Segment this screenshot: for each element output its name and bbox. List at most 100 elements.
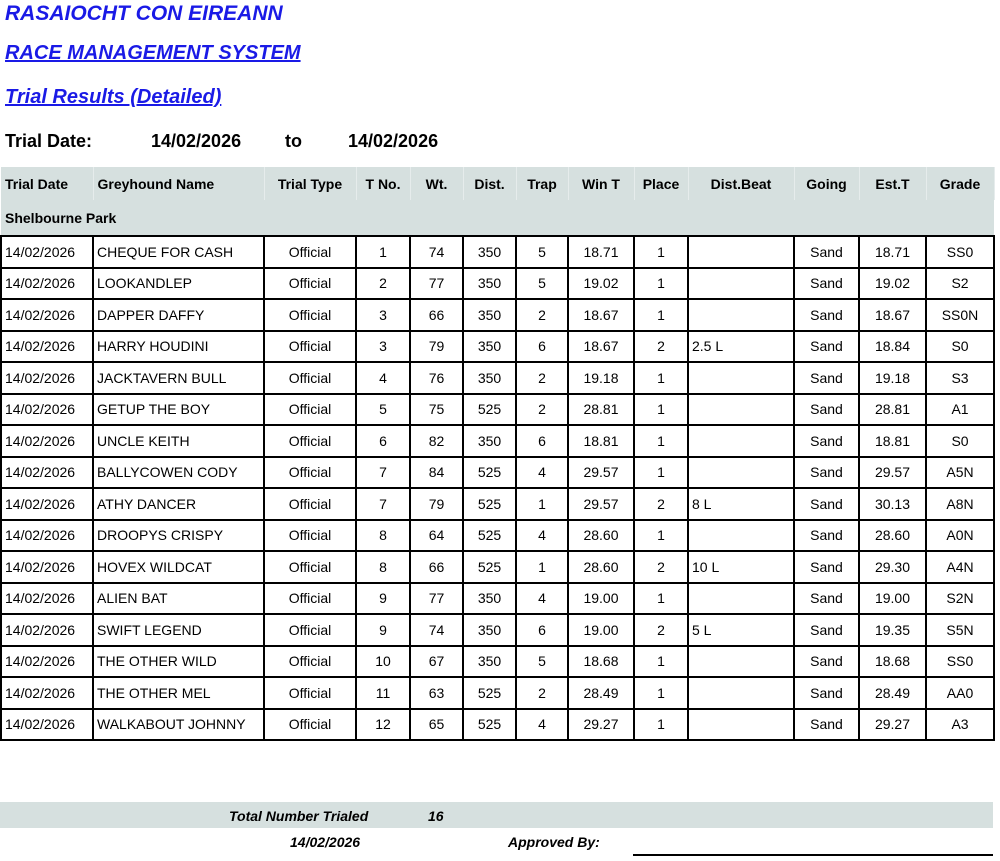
header-row: Trial Date Greyhound Name Trial Type T No. W… (1, 167, 995, 200)
cell-trap: 4 (515, 581, 569, 615)
cell-trial-date: 14/02/2026 (0, 676, 94, 710)
cell-dist: 525 (462, 676, 517, 710)
cell-grade: A8N (925, 487, 995, 521)
system-title[interactable]: RACE MANAGEMENT SYSTEM (5, 42, 301, 64)
cell-greyhound-name: GETUP THE BOY (92, 392, 265, 426)
cell-greyhound-name: UNCLE KEITH (92, 424, 265, 458)
cell-place: 1 (633, 707, 689, 741)
cell-win-t: 28.49 (567, 676, 635, 710)
cell-dist: 350 (462, 329, 517, 363)
report-title[interactable]: Trial Results (Detailed) (5, 86, 222, 108)
cell-greyhound-name: LOOKANDLEP (92, 266, 265, 300)
cell-place: 2 (633, 613, 689, 647)
cell-dist-beat (687, 581, 795, 615)
cell-dist-beat (687, 455, 795, 489)
cell-win-t: 28.60 (567, 518, 635, 552)
table-row: 14/02/2026 LOOKANDLEP Official 2 77 350 5 19.02… (0, 266, 995, 300)
cell-est-t: 19.18 (858, 361, 927, 395)
cell-dist: 525 (462, 487, 517, 521)
column-header: Wt. (410, 167, 464, 200)
cell-trap: 6 (515, 424, 569, 458)
cell-dist: 350 (462, 644, 517, 678)
cell-trap: 2 (515, 676, 569, 710)
cell-wt: 67 (409, 644, 464, 678)
cell-est-t: 19.35 (858, 613, 927, 647)
cell-trial-type: Official (263, 266, 357, 300)
cell-wt: 79 (409, 487, 464, 521)
cell-wt: 84 (409, 455, 464, 489)
table-row: 14/02/2026 THE OTHER MEL Official 11 63 525 2 2… (0, 676, 995, 710)
cell-place: 2 (633, 329, 689, 363)
cell-dist-beat (687, 298, 795, 332)
cell-trial-type: Official (263, 455, 357, 489)
cell-place: 1 (633, 266, 689, 300)
cell-est-t: 29.57 (858, 455, 927, 489)
column-header: Dist. (463, 167, 517, 200)
cell-est-t: 19.00 (858, 581, 927, 615)
column-header: Greyhound Name (93, 167, 265, 200)
table-row: 14/02/2026 GETUP THE BOY Official 5 75 525 2 28… (0, 392, 995, 426)
cell-t-no: 9 (355, 613, 411, 647)
cell-win-t: 19.00 (567, 613, 635, 647)
table-row: 14/02/2026 HARRY HOUDINI Official 3 79 350 6 18… (0, 329, 995, 363)
cell-t-no: 9 (355, 581, 411, 615)
cell-grade: A4N (925, 550, 995, 584)
cell-trial-type: Official (263, 235, 357, 269)
cell-greyhound-name: HARRY HOUDINI (92, 329, 265, 363)
results-table: Trial Date Greyhound Name Trial Type T No. W… (0, 167, 995, 741)
cell-trap: 4 (515, 455, 569, 489)
cell-wt: 75 (409, 392, 464, 426)
cell-t-no: 6 (355, 424, 411, 458)
cell-dist-beat: 2.5 L (687, 329, 795, 363)
cell-place: 1 (633, 361, 689, 395)
cell-going: Sand (793, 392, 860, 426)
cell-going: Sand (793, 298, 860, 332)
cell-place: 1 (633, 581, 689, 615)
table-row: 14/02/2026 CHEQUE FOR CASH Official 1 74 350 5… (0, 235, 995, 269)
cell-wt: 65 (409, 707, 464, 741)
cell-dist-beat: 8 L (687, 487, 795, 521)
cell-dist: 525 (462, 392, 517, 426)
cell-dist-beat (687, 518, 795, 552)
cell-going: Sand (793, 424, 860, 458)
cell-greyhound-name: THE OTHER WILD (92, 644, 265, 678)
cell-grade: S5N (925, 613, 995, 647)
column-header: Place (634, 167, 689, 200)
cell-t-no: 8 (355, 518, 411, 552)
cell-going: Sand (793, 329, 860, 363)
cell-place: 1 (633, 235, 689, 269)
cell-win-t: 19.18 (567, 361, 635, 395)
cell-trial-date: 14/02/2026 (0, 298, 94, 332)
cell-grade: S2N (925, 581, 995, 615)
cell-grade: A0N (925, 518, 995, 552)
cell-greyhound-name: SWIFT LEGEND (92, 613, 265, 647)
cell-grade: SS0 (925, 644, 995, 678)
total-value: 16 (428, 808, 444, 824)
cell-place: 1 (633, 424, 689, 458)
cell-trial-date: 14/02/2026 (0, 455, 94, 489)
column-header: Going (794, 167, 860, 200)
cell-win-t: 28.60 (567, 550, 635, 584)
cell-going: Sand (793, 550, 860, 584)
cell-trial-type: Official (263, 361, 357, 395)
cell-grade: S0 (925, 329, 995, 363)
table-row: 14/02/2026 BALLYCOWEN CODY Official 7 84 525 4… (0, 455, 995, 489)
cell-trial-date: 14/02/2026 (0, 235, 94, 269)
cell-t-no: 12 (355, 707, 411, 741)
cell-going: Sand (793, 613, 860, 647)
cell-trial-date: 14/02/2026 (0, 613, 94, 647)
cell-trial-type: Official (263, 613, 357, 647)
cell-dist: 350 (462, 581, 517, 615)
cell-est-t: 28.60 (858, 518, 927, 552)
cell-going: Sand (793, 361, 860, 395)
cell-win-t: 29.27 (567, 707, 635, 741)
cell-greyhound-name: ATHY DANCER (92, 487, 265, 521)
cell-greyhound-name: BALLYCOWEN CODY (92, 455, 265, 489)
cell-wt: 77 (409, 266, 464, 300)
cell-est-t: 30.13 (858, 487, 927, 521)
cell-trial-date: 14/02/2026 (0, 518, 94, 552)
cell-trap: 4 (515, 518, 569, 552)
cell-place: 1 (633, 392, 689, 426)
cell-going: Sand (793, 266, 860, 300)
cell-win-t: 18.81 (567, 424, 635, 458)
